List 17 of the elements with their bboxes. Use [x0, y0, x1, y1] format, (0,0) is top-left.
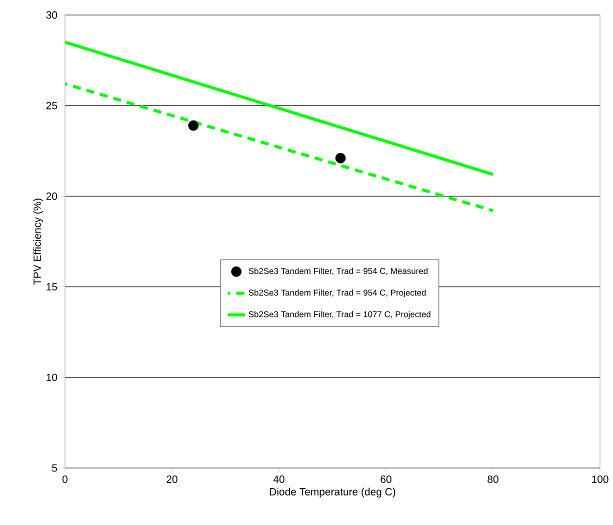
- y-tick-label: 10: [46, 374, 58, 382]
- legend-label: Sb2Se3 Tandem Filter, Trad = 1077 C, Projected: [248, 311, 430, 319]
- x-tick-label: 80: [488, 476, 498, 483]
- x-tick-label: 60: [380, 476, 392, 483]
- y-axis-title: TPV Efficiency (%): [33, 198, 44, 285]
- y-tick-label: 30: [46, 11, 58, 19]
- legend-label: Sb2Se3 Tandem Filter, Trad = 954 C, Measured: [248, 268, 428, 276]
- x-tick-label: 100: [592, 476, 608, 483]
- y-tick-label: 5: [52, 464, 58, 472]
- y-tick-label: 15: [46, 283, 58, 290]
- legend-label: Sb2Se3 Tandem Filter, Trad = 954 C, Projected: [248, 289, 426, 298]
- y-tick-label: 20: [46, 192, 58, 200]
- x-tick-label: 0: [62, 476, 68, 483]
- x-axis-title: Diode Temperature (deg C): [270, 488, 396, 498]
- x-tick-label: 20: [166, 476, 178, 483]
- x-tick-label: 40: [273, 476, 284, 483]
- y-tick-label: 25: [46, 102, 58, 110]
